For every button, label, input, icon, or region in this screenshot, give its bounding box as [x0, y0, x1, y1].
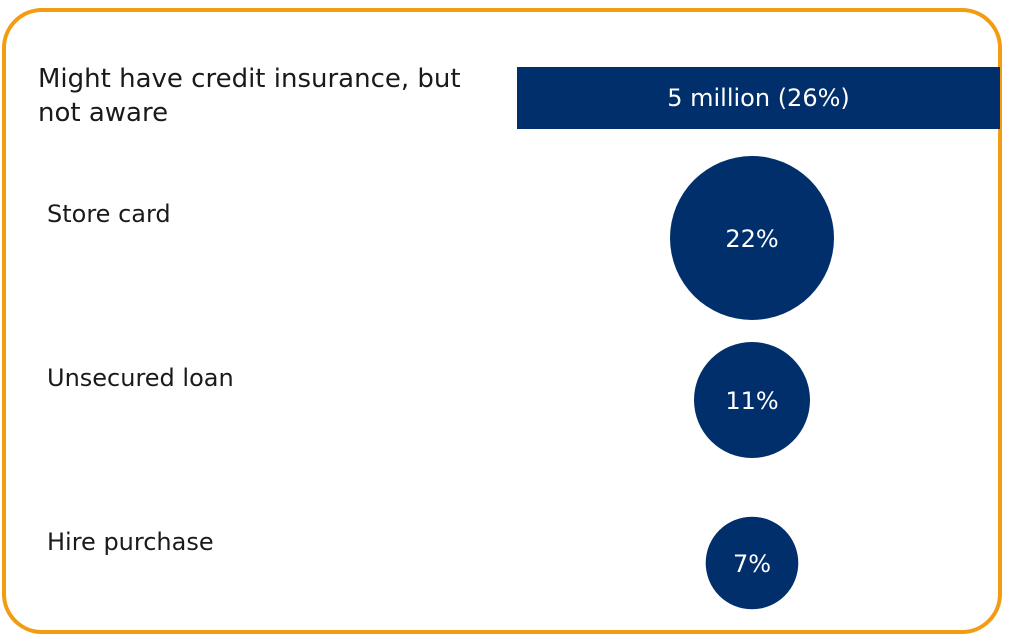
value-label-hire-purchase: 7% — [733, 550, 771, 578]
category-label-hire-purchase: Hire purchase — [47, 528, 214, 556]
bubble-unsecured-loan — [694, 342, 810, 458]
category-label-store-card: Store card — [47, 200, 171, 228]
chart-title: Might have credit insurance, but not awa… — [38, 64, 461, 128]
bubble-store-card — [670, 156, 834, 320]
value-label-unsecured-loan: 11% — [725, 387, 778, 415]
category-label-unsecured-loan: Unsecured loan — [47, 364, 234, 392]
value-label-store-card: 22% — [725, 225, 778, 253]
total-label: 5 million (26%) — [667, 84, 850, 112]
bubble-hire-purchase — [705, 516, 799, 610]
total-banner: 5 million (26%) — [517, 67, 1000, 129]
